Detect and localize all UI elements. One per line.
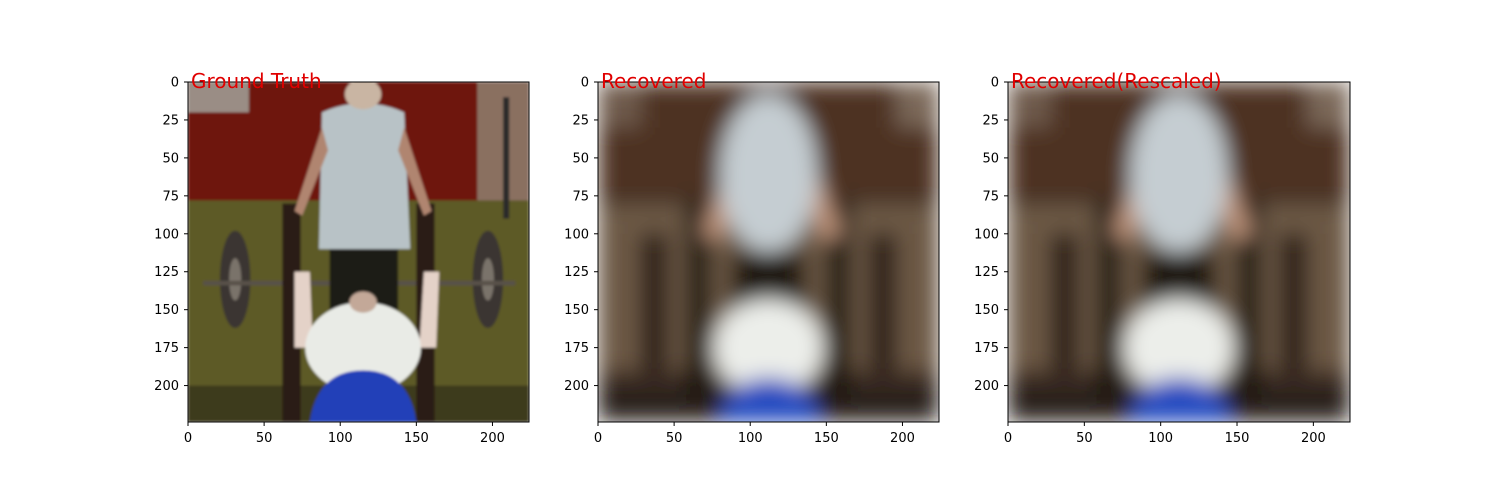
panel-title: Ground Truth bbox=[191, 69, 322, 93]
x-tick-label: 200 bbox=[890, 431, 915, 446]
y-tick-label: 25 bbox=[162, 113, 179, 128]
y-tick-label: 0 bbox=[991, 76, 999, 91]
x-tick-label: 100 bbox=[328, 431, 353, 446]
y-tick-label: 200 bbox=[154, 379, 179, 394]
panel-image-recovered bbox=[598, 82, 939, 422]
y-tick-label: 175 bbox=[564, 341, 589, 356]
y-tick-label: 175 bbox=[974, 341, 999, 356]
panel-image-recovered-rescaled bbox=[1008, 82, 1350, 422]
y-tick-label: 50 bbox=[162, 151, 179, 166]
axes-frame bbox=[597, 81, 940, 423]
x-tick-label: 200 bbox=[480, 431, 505, 446]
y-tick-label: 50 bbox=[982, 151, 999, 166]
panel-image-ground-truth bbox=[188, 82, 529, 422]
y-tick-label: 50 bbox=[572, 151, 589, 166]
y-tick-label: 75 bbox=[572, 189, 589, 204]
x-tick-label: 50 bbox=[666, 431, 683, 446]
panel-title: Recovered(Rescaled) bbox=[1011, 69, 1222, 93]
y-tick-label: 125 bbox=[974, 265, 999, 280]
y-tick-label: 75 bbox=[162, 189, 179, 204]
x-tick-label: 100 bbox=[738, 431, 763, 446]
y-tick-label: 25 bbox=[572, 113, 589, 128]
panel-title: Recovered bbox=[601, 69, 706, 93]
y-tick-label: 125 bbox=[154, 265, 179, 280]
panel-ground-truth: 0 50 100 150 200 0 25 50 75 100 125 150 175 200 Ground… bbox=[154, 69, 530, 446]
y-tick-label: 150 bbox=[974, 303, 999, 318]
x-tick-label: 50 bbox=[1076, 431, 1093, 446]
y-tick-label: 175 bbox=[154, 341, 179, 356]
x-tick-label: 200 bbox=[1301, 431, 1326, 446]
y-tick-label: 100 bbox=[974, 227, 999, 242]
y-tick-label: 150 bbox=[154, 303, 179, 318]
axes-frame bbox=[187, 81, 530, 423]
y-tick-label: 200 bbox=[564, 379, 589, 394]
y-tick-label: 125 bbox=[564, 265, 589, 280]
y-tick-label: 25 bbox=[982, 113, 999, 128]
y-tick-label: 100 bbox=[154, 227, 179, 242]
x-tick-label: 50 bbox=[256, 431, 273, 446]
panel-recovered-rescaled: 0 50 100 150 200 0 25 50 75 100 125 150 175 200 Recove… bbox=[974, 69, 1351, 446]
y-tick-label: 75 bbox=[982, 189, 999, 204]
y-tick-label: 200 bbox=[974, 379, 999, 394]
x-tick-label: 150 bbox=[814, 431, 839, 446]
x-tick-label: 150 bbox=[404, 431, 429, 446]
x-tick-label: 0 bbox=[184, 431, 192, 446]
y-tick-label: 100 bbox=[564, 227, 589, 242]
x-tick-label: 0 bbox=[1004, 431, 1012, 446]
x-tick-label: 0 bbox=[594, 431, 602, 446]
panel-recovered: 0 50 100 150 200 0 25 50 75 100 125 150 175 200 Recove… bbox=[564, 69, 940, 446]
axes-frame bbox=[1007, 81, 1351, 423]
y-tick-label: 0 bbox=[171, 76, 179, 91]
x-tick-label: 150 bbox=[1225, 431, 1250, 446]
y-tick-label: 150 bbox=[564, 303, 589, 318]
x-tick-label: 100 bbox=[1148, 431, 1173, 446]
y-tick-label: 0 bbox=[581, 76, 589, 91]
